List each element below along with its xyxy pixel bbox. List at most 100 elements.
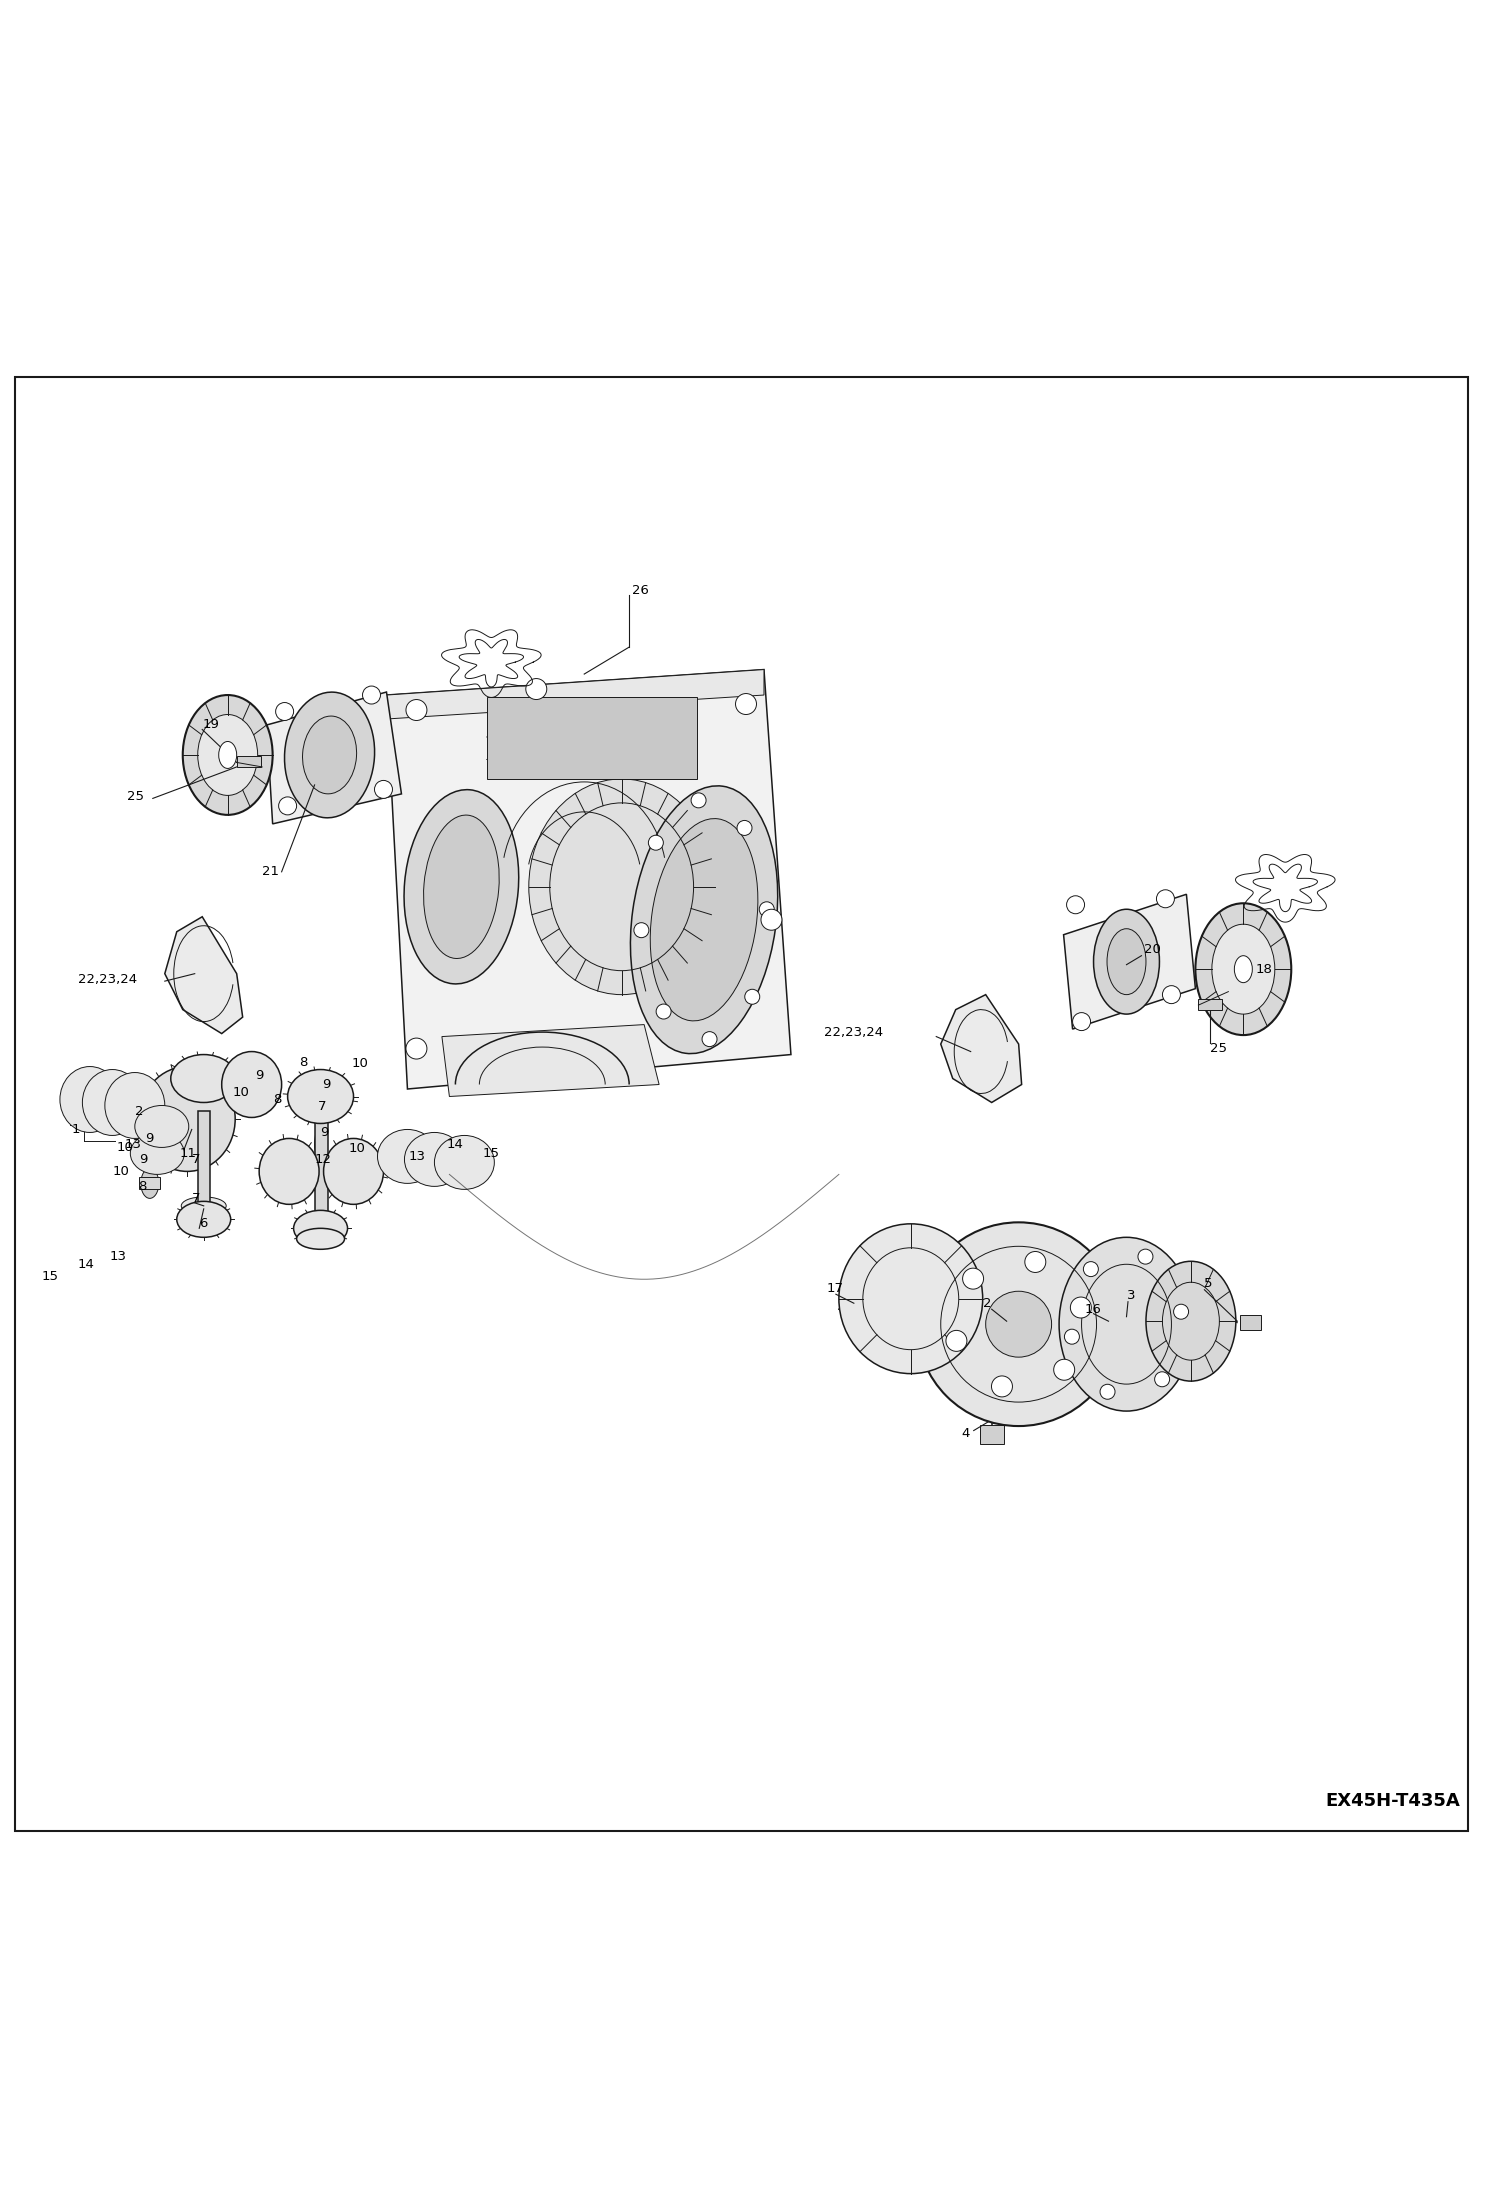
Circle shape <box>363 686 380 704</box>
Text: 3: 3 <box>1126 1289 1135 1303</box>
Ellipse shape <box>130 1132 184 1175</box>
Polygon shape <box>941 996 1022 1103</box>
Text: 25: 25 <box>1210 1042 1227 1055</box>
Ellipse shape <box>1234 956 1252 982</box>
Circle shape <box>1065 1329 1080 1344</box>
Circle shape <box>1083 1261 1098 1276</box>
Circle shape <box>992 1375 1013 1397</box>
Text: 8: 8 <box>273 1092 282 1105</box>
Text: 13: 13 <box>409 1149 425 1162</box>
Ellipse shape <box>141 1169 159 1197</box>
Ellipse shape <box>259 1138 319 1204</box>
Ellipse shape <box>60 1066 120 1132</box>
Ellipse shape <box>135 1105 189 1147</box>
Circle shape <box>634 923 649 939</box>
Text: 7: 7 <box>192 1154 201 1167</box>
Polygon shape <box>165 917 243 1033</box>
Text: 14: 14 <box>446 1138 463 1151</box>
Text: 5: 5 <box>1204 1276 1213 1289</box>
Text: 22,23,24: 22,23,24 <box>78 974 136 987</box>
Ellipse shape <box>303 717 357 794</box>
Text: 9: 9 <box>255 1068 264 1081</box>
Circle shape <box>1138 1250 1153 1263</box>
Circle shape <box>761 910 782 930</box>
Circle shape <box>1073 1013 1091 1031</box>
Ellipse shape <box>285 693 374 818</box>
Ellipse shape <box>377 1129 437 1184</box>
Polygon shape <box>386 669 791 1090</box>
Circle shape <box>279 796 297 816</box>
Ellipse shape <box>631 785 777 1053</box>
Text: 9: 9 <box>139 1154 148 1167</box>
Ellipse shape <box>181 1114 226 1132</box>
Ellipse shape <box>82 1070 142 1136</box>
Text: 7: 7 <box>318 1101 327 1114</box>
Text: 10: 10 <box>232 1086 249 1099</box>
Ellipse shape <box>1059 1237 1194 1410</box>
Ellipse shape <box>171 1055 237 1103</box>
Text: 15: 15 <box>42 1270 58 1283</box>
Bar <box>237 757 261 768</box>
Text: 11: 11 <box>180 1147 196 1160</box>
Ellipse shape <box>986 1292 1052 1357</box>
Ellipse shape <box>1146 1261 1236 1382</box>
Circle shape <box>374 781 392 798</box>
Text: 12: 12 <box>315 1154 331 1167</box>
Text: 6: 6 <box>199 1217 208 1230</box>
Text: 10: 10 <box>349 1143 366 1156</box>
Ellipse shape <box>404 789 518 985</box>
Bar <box>487 697 697 779</box>
Circle shape <box>1173 1305 1188 1320</box>
Ellipse shape <box>294 1211 348 1246</box>
Text: 18: 18 <box>1255 963 1272 976</box>
Circle shape <box>1025 1252 1046 1272</box>
Ellipse shape <box>105 1072 165 1138</box>
Circle shape <box>1053 1360 1074 1379</box>
Ellipse shape <box>181 1197 226 1215</box>
Ellipse shape <box>1195 904 1291 1035</box>
Ellipse shape <box>288 1070 354 1123</box>
Circle shape <box>945 1331 966 1351</box>
Circle shape <box>656 1004 671 1020</box>
Ellipse shape <box>434 1136 494 1189</box>
Text: 16: 16 <box>1085 1303 1101 1316</box>
Text: 25: 25 <box>127 789 144 803</box>
Circle shape <box>649 836 664 851</box>
Circle shape <box>745 989 759 1004</box>
Ellipse shape <box>297 1228 345 1250</box>
Ellipse shape <box>222 1053 282 1118</box>
Text: 13: 13 <box>124 1138 141 1151</box>
Text: 10: 10 <box>352 1057 369 1070</box>
Text: 9: 9 <box>321 1125 330 1138</box>
Bar <box>1240 1316 1261 1331</box>
Text: 15: 15 <box>482 1147 499 1160</box>
Text: 8: 8 <box>300 1055 309 1068</box>
Ellipse shape <box>183 695 273 816</box>
Circle shape <box>1071 1296 1092 1318</box>
Circle shape <box>1156 890 1174 908</box>
Circle shape <box>1067 895 1085 914</box>
Bar <box>198 1112 210 1217</box>
Circle shape <box>963 1268 984 1289</box>
Polygon shape <box>386 669 764 719</box>
Polygon shape <box>267 693 401 825</box>
Text: 7: 7 <box>192 1191 201 1204</box>
Text: 9: 9 <box>145 1132 154 1145</box>
Circle shape <box>1155 1373 1170 1386</box>
Circle shape <box>406 700 427 721</box>
Ellipse shape <box>839 1224 983 1373</box>
Text: 10: 10 <box>117 1140 133 1154</box>
Ellipse shape <box>917 1222 1121 1425</box>
Ellipse shape <box>315 1127 327 1162</box>
Bar <box>1198 1000 1222 1009</box>
Ellipse shape <box>650 818 758 1022</box>
Circle shape <box>406 1037 427 1059</box>
Text: 8: 8 <box>138 1180 147 1193</box>
Text: 17: 17 <box>827 1281 843 1294</box>
Ellipse shape <box>424 816 499 958</box>
Text: 9: 9 <box>322 1079 331 1090</box>
Circle shape <box>526 678 547 700</box>
Text: 2: 2 <box>135 1105 144 1118</box>
Ellipse shape <box>297 1094 345 1114</box>
Ellipse shape <box>529 779 715 996</box>
